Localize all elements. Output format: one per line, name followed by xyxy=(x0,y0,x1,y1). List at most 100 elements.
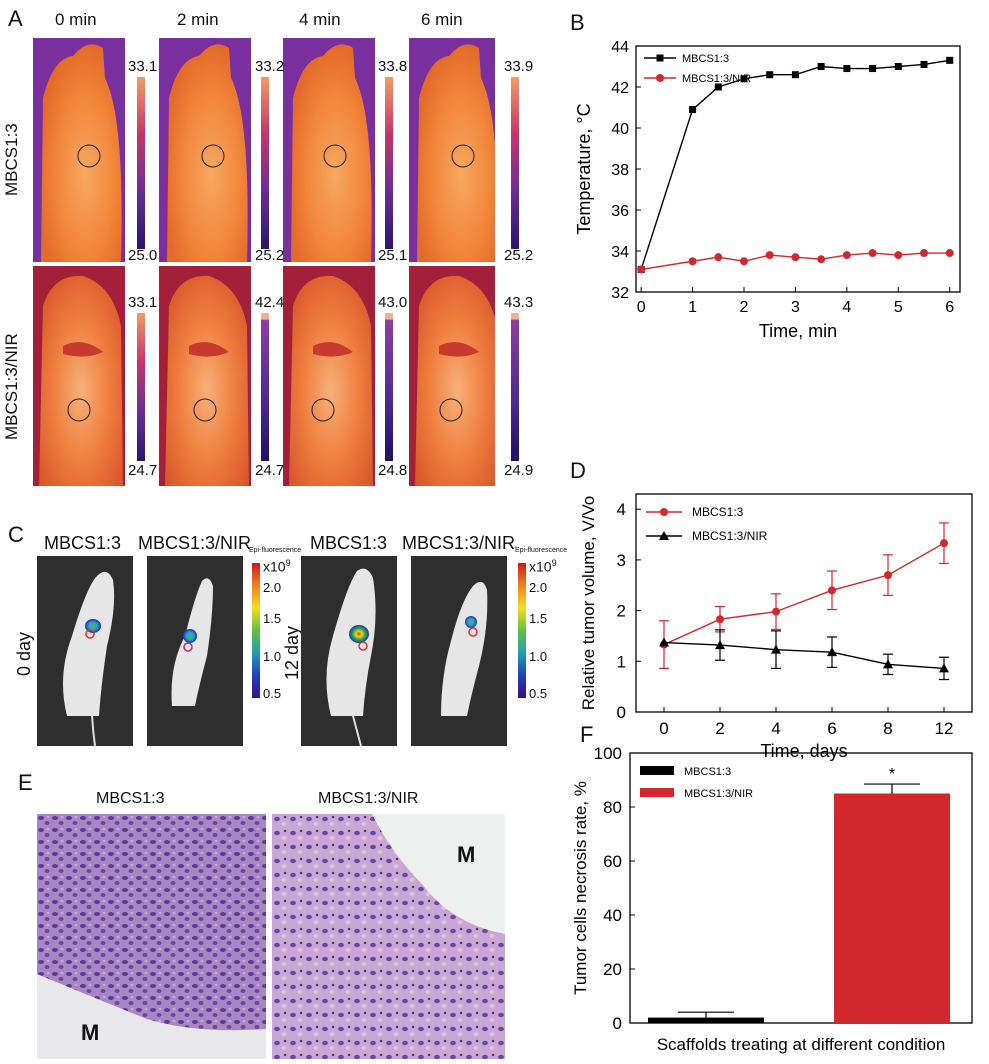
series-line-d-0 xyxy=(663,542,945,646)
point-d-1-2 xyxy=(771,644,781,654)
y-axis-label-d: Relative tumor volume, V/Vo xyxy=(579,496,598,710)
plot-frame-d xyxy=(635,493,973,713)
thermal-image-1-2 xyxy=(283,38,375,262)
min-temp-2-2: 24.8 xyxy=(378,462,408,479)
thermal-image-2-3 xyxy=(409,266,495,486)
x-tick-label-b-5: 5 xyxy=(894,299,903,316)
min-temp-2-3: 24.9 xyxy=(504,462,534,479)
bar-f-1 xyxy=(834,793,950,1023)
series-line-d-1 xyxy=(663,641,945,670)
point-d-0-1 xyxy=(716,615,724,624)
fluor-tick-2-1: 1.5 xyxy=(529,611,548,626)
point-b-1-8 xyxy=(868,249,877,258)
panel-e-label: E xyxy=(18,770,33,795)
y-tick-label-d-4: 4 xyxy=(617,500,626,519)
y-tick-label-f-2: 40 xyxy=(603,906,622,925)
time-label-2: 4 min xyxy=(299,10,341,29)
y-tick-label-f-1: 20 xyxy=(603,960,622,979)
scale-unit-1: x109 xyxy=(263,558,291,575)
legend-marker-d-1 xyxy=(659,531,669,540)
fluor-tick-2-2: 1.0 xyxy=(529,649,548,664)
time-label-0: 0 min xyxy=(55,10,97,29)
mouse-image-2 xyxy=(301,556,397,746)
min-temp-2-0: 24.7 xyxy=(128,462,158,479)
x-tick-label-b-6: 6 xyxy=(945,299,954,316)
point-d-0-3 xyxy=(828,586,836,595)
legend-label-d-1: MBCS1:3/NIR xyxy=(692,529,768,543)
fluor-tick-1-3: 0.5 xyxy=(263,686,282,701)
min-temp-1-0: 25.0 xyxy=(128,247,158,264)
point-b-1-6 xyxy=(817,255,826,264)
y-tick-label-d-3: 3 xyxy=(617,551,626,570)
thermal-row-2 xyxy=(33,266,495,486)
max-temp-2-0: 33.1 xyxy=(128,294,158,311)
point-d-0-5 xyxy=(940,539,948,548)
fluor-tick-1-1: 1.5 xyxy=(263,611,282,626)
min-temp-1-3: 25.2 xyxy=(504,247,534,264)
thermal-row-1 xyxy=(33,38,495,262)
min-temp-1-2: 25.1 xyxy=(378,247,408,264)
point-d-0-2 xyxy=(772,607,780,616)
x-tick-label-b-3: 3 xyxy=(791,299,800,316)
series-line-b-1 xyxy=(641,252,950,271)
point-b-1-3 xyxy=(740,257,748,266)
fluor-tick-2-3: 0.5 xyxy=(529,686,548,701)
x-tick-label-d-3: 6 xyxy=(827,719,836,738)
fluor-tick-2-0: 2.0 xyxy=(529,580,548,595)
thermal-image-2-2 xyxy=(283,266,375,486)
max-temp-1-2: 33.8 xyxy=(378,58,408,75)
point-d-1-4 xyxy=(883,659,893,669)
point-d-1-5 xyxy=(939,663,949,673)
point-b-1-9 xyxy=(894,251,903,260)
point-b-0-8 xyxy=(869,65,877,73)
m-mark-1: M xyxy=(457,842,475,867)
point-b-1-4 xyxy=(765,251,774,260)
x-tick-label-b-2: 2 xyxy=(740,299,749,316)
point-b-1-7 xyxy=(842,251,851,260)
min-temp-2-1: 24.7 xyxy=(255,462,285,479)
scale-title-1: Epi-fluorescence xyxy=(249,547,302,554)
panel-a-label: A xyxy=(8,6,23,31)
fluor-tick-1-0: 2.0 xyxy=(263,580,282,595)
c-header-3: MBCS1:3/NIR xyxy=(402,533,516,553)
histology-image-1: M xyxy=(272,814,505,1059)
point-b-0-10 xyxy=(920,60,928,68)
mouse-image-0 xyxy=(37,556,133,746)
row-label-1: MBCS1:3/NIR xyxy=(2,333,21,440)
panel-b-label: B xyxy=(570,10,585,35)
plot-frame-f xyxy=(629,752,973,1024)
y-axis-label-b: Temperature, °C xyxy=(574,103,594,234)
x-tick-label-d-5: 12 xyxy=(935,719,954,738)
c-row-label-0: 0 day xyxy=(14,631,34,676)
point-d-0-4 xyxy=(884,571,892,580)
series-line-b-0 xyxy=(640,59,950,270)
colorbar-1-1 xyxy=(261,77,269,249)
x-tick-label-b-0: 0 xyxy=(637,299,646,316)
y-tick-label-b-0: 32 xyxy=(611,285,629,302)
thermal-image-1-1 xyxy=(159,38,251,262)
point-b-0-9 xyxy=(894,63,902,70)
point-b-0-5 xyxy=(791,71,799,79)
max-temp-2-2: 43.0 xyxy=(378,294,408,311)
c-header-0: MBCS1:3 xyxy=(44,533,122,553)
fluor-tick-1-2: 1.0 xyxy=(263,649,282,664)
point-b-0-1 xyxy=(689,106,697,114)
point-b-0-11 xyxy=(946,56,954,64)
max-temp-2-3: 43.3 xyxy=(504,294,534,311)
point-b-0-2 xyxy=(714,83,722,91)
y-tick-label-b-4: 40 xyxy=(611,121,629,138)
y-tick-label-b-3: 38 xyxy=(611,162,629,179)
legend-label-f-1: MBCS1:3/NIR xyxy=(684,788,753,800)
x-tick-label-d-4: 8 xyxy=(883,719,892,738)
significance-mark-f: * xyxy=(889,766,895,783)
colorbar-2-1 xyxy=(261,313,269,461)
point-d-1-1 xyxy=(715,640,725,650)
legend-label-f-0: MBCS1:3 xyxy=(684,766,731,778)
colorbar-2-3 xyxy=(511,313,519,461)
y-tick-label-f-5: 100 xyxy=(594,745,622,763)
bar-f-0 xyxy=(648,1017,764,1023)
max-temp-1-1: 33.2 xyxy=(255,58,285,75)
x-axis-label-b: Time, min xyxy=(759,321,837,341)
c-header-1: MBCS1:3/NIR xyxy=(138,533,252,553)
